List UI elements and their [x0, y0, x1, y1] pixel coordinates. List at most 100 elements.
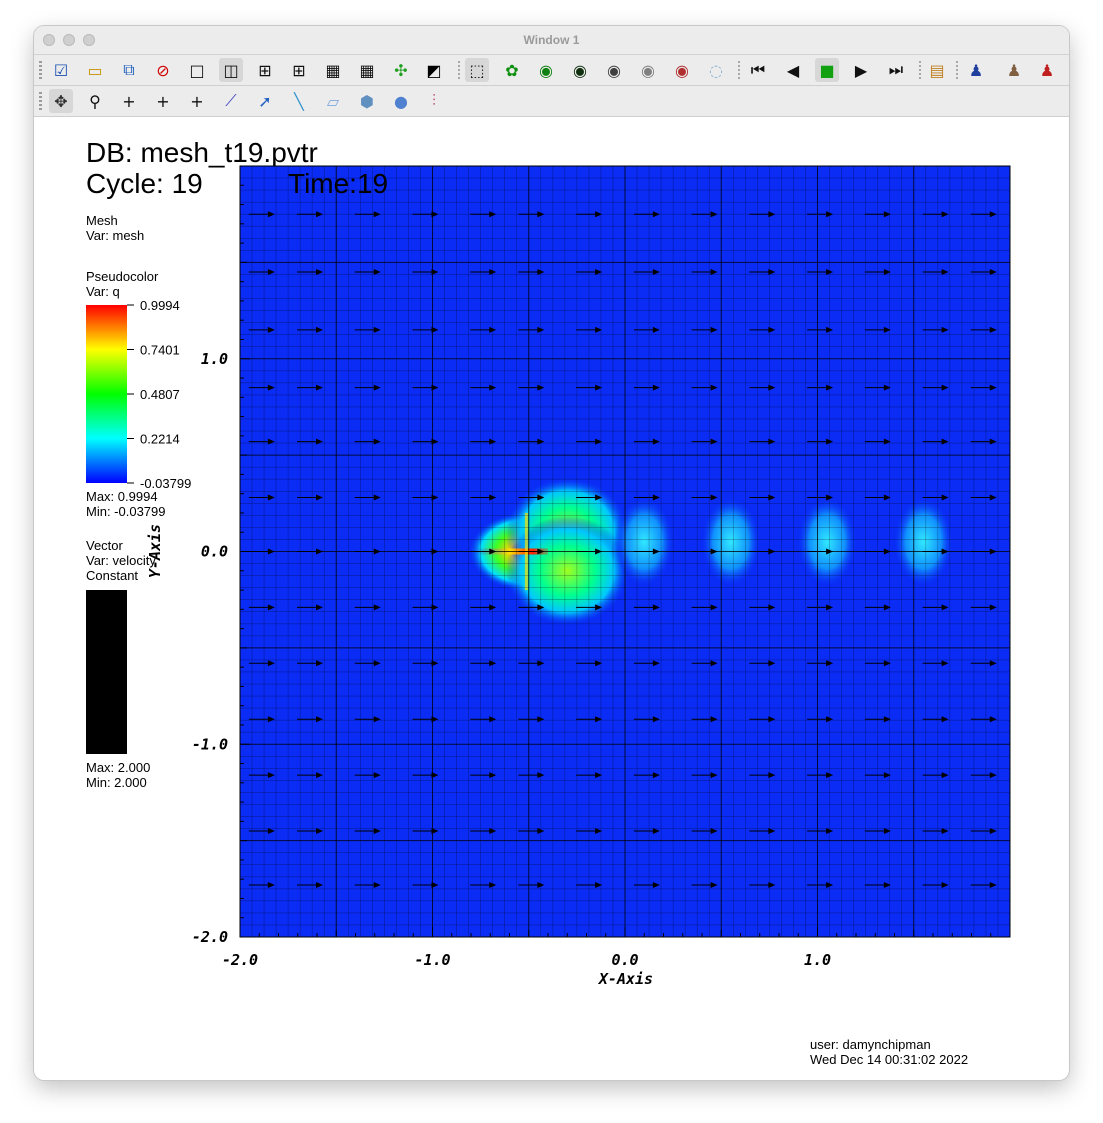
velocity-vector-head: [989, 269, 997, 276]
point-tool-button[interactable]: ⫶: [422, 89, 446, 113]
y-tick-label: 0.0: [201, 543, 228, 561]
hide-plots-button[interactable]: ◉: [636, 58, 660, 82]
line-tool-icon: ╲: [294, 91, 304, 111]
node-pick-button[interactable]: +: [151, 89, 175, 113]
velocity-vector-head: [316, 326, 323, 333]
time-label: Time:19: [288, 168, 388, 199]
redraw-button[interactable]: ◌: [704, 58, 728, 82]
layout-1x2-button[interactable]: ◫: [219, 58, 243, 82]
velocity-vector-head: [489, 384, 497, 391]
velocity-vector-head: [431, 494, 439, 501]
save-image-icon: ◉: [573, 60, 587, 80]
velocity-vector-head: [826, 269, 834, 276]
velocity-vector-head: [989, 660, 997, 667]
engine-3-button[interactable]: ♟: [1035, 58, 1059, 82]
vector-color-bar: [86, 590, 127, 754]
lock-view-button[interactable]: ✣: [389, 58, 413, 82]
layout-3x3-button[interactable]: ▦: [355, 58, 379, 82]
velocity-vector-head: [941, 827, 949, 834]
delete-window-icon: ⊘: [156, 60, 170, 80]
zoom-window-button[interactable]: [83, 34, 95, 46]
velocity-vector-head: [883, 827, 891, 834]
rewind-button[interactable]: ⏮: [746, 58, 770, 82]
pick-tool-button[interactable]: ➚: [253, 89, 277, 113]
3d-view-icon: ⬚: [469, 60, 485, 80]
step-back-button[interactable]: ◀: [781, 58, 805, 82]
x-tick-label: -1.0: [414, 951, 450, 969]
velocity-vector-head: [595, 384, 603, 391]
velocity-vector-head: [710, 827, 718, 834]
velocity-vector-head: [941, 716, 949, 723]
copy-image-button[interactable]: ◉: [602, 58, 626, 82]
clone-window-icon: ⧉: [123, 60, 135, 79]
delete-window-button[interactable]: ⊘: [151, 58, 175, 82]
zoom-button[interactable]: ⚲: [83, 89, 107, 113]
annotation-button[interactable]: ▤: [925, 58, 949, 82]
camera-button[interactable]: ◉: [534, 58, 558, 82]
layout-2x2-button[interactable]: ⊞: [253, 58, 277, 82]
layout-1x1-button[interactable]: □: [185, 58, 209, 82]
velocity-vector-head: [267, 384, 275, 391]
save-image-button[interactable]: ◉: [568, 58, 592, 82]
engine-2-icon: ♟: [1006, 60, 1022, 80]
spreadsheet-pick-button[interactable]: +: [185, 89, 209, 113]
stop-button[interactable]: ■: [815, 58, 839, 82]
layout-2x4-button[interactable]: ▦: [321, 58, 345, 82]
engine-2-button[interactable]: ♟: [1002, 58, 1026, 82]
velocity-vector-head: [652, 660, 660, 667]
line-tool-button[interactable]: ╲: [287, 89, 311, 113]
close-window-button[interactable]: [43, 34, 55, 46]
velocity-vector-head: [710, 604, 718, 611]
invert-background-button[interactable]: ◩: [422, 58, 446, 82]
velocity-vector-head: [883, 269, 891, 276]
velocity-vector-head: [941, 881, 949, 888]
active-window-button[interactable]: ☑: [49, 58, 73, 82]
toolbar-grip[interactable]: [39, 92, 42, 110]
velocity-vector-head: [652, 326, 660, 333]
velocity-vector-head: [267, 604, 275, 611]
plot-area[interactable]: [239, 165, 1011, 938]
velocity-vector-head: [316, 660, 323, 667]
velocity-vector-head: [768, 211, 776, 218]
velocity-vector-head: [316, 384, 323, 391]
velocity-vector-head: [537, 772, 545, 779]
velocity-vector-head: [537, 211, 545, 218]
camera-icon: ◉: [539, 60, 553, 80]
velocity-vector-head: [537, 548, 545, 555]
velocity-vector-head: [883, 660, 891, 667]
velocity-vector-head: [652, 269, 660, 276]
velocity-vector-head: [989, 716, 997, 723]
velocity-vector-head: [989, 548, 997, 555]
navigate-button[interactable]: ✥: [49, 89, 73, 113]
velocity-vector-head: [826, 211, 834, 218]
zone-pick-button[interactable]: +: [117, 89, 141, 113]
print-button[interactable]: ◉: [670, 58, 694, 82]
sphere-tool-button[interactable]: ●: [389, 89, 413, 113]
user-label: user: damynchipman: [810, 1037, 931, 1052]
plane-tool-button[interactable]: ▱: [321, 89, 345, 113]
layout-2x3-button[interactable]: ⊞: [287, 58, 311, 82]
3d-view-button[interactable]: ⬚: [465, 58, 489, 82]
velocity-vector-head: [768, 772, 776, 779]
velocity-vector-head: [373, 881, 381, 888]
step-forward-button[interactable]: ⏭: [884, 58, 908, 82]
minimize-window-button[interactable]: [63, 34, 75, 46]
play-button[interactable]: ▶: [849, 58, 873, 82]
play-icon: ▶: [854, 60, 868, 80]
box-tool-button[interactable]: ⬢: [355, 89, 379, 113]
velocity-vector-head: [431, 326, 439, 333]
color-bar-tick-label: 0.9994: [140, 298, 180, 313]
engine-1-button[interactable]: ♟: [964, 58, 988, 82]
draw-plots-button[interactable]: ✿: [500, 58, 524, 82]
main-toolbar: ☑ ▭ ⧉ ⊘ □ ◫ ⊞ ⊞ ▦ ▦ ✣ ◩ ⬚ ✿ ◉ ◉ ◉ ◉ ◉ ◌ ⏮ ◀ ■ ▶ ⏭ ▤ ♟ ♟ ♟: [34, 55, 1069, 86]
lineout-button[interactable]: ⟋: [219, 89, 243, 113]
toolbar-grip[interactable]: [39, 61, 42, 79]
y-tick-label: -2.0: [192, 928, 228, 946]
velocity-vector-head: [710, 660, 718, 667]
velocity-vector-head: [595, 269, 603, 276]
velocity-vector-head: [537, 384, 545, 391]
new-window-button[interactable]: ▭: [83, 58, 107, 82]
velocity-vector-head: [489, 881, 497, 888]
clone-window-button[interactable]: ⧉: [117, 58, 141, 82]
